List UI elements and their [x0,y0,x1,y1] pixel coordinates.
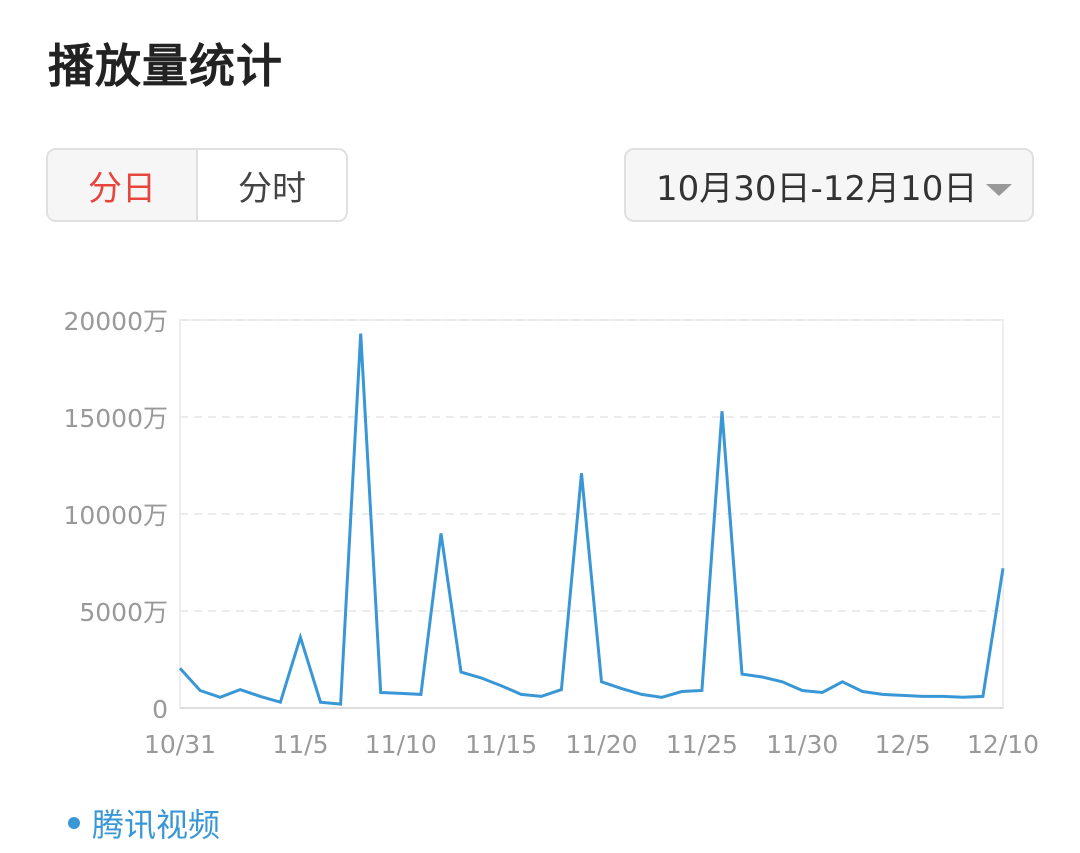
y-tick-label: 5000万 [79,598,168,627]
x-tick-label: 12/10 [967,730,1039,759]
x-tick-label: 11/20 [566,730,638,759]
tab-hourly[interactable]: 分时 [198,150,346,220]
y-tick-label: 20000万 [63,307,168,336]
tab-daily[interactable]: 分日 [48,150,196,220]
toggle-divider [196,150,198,220]
y-tick-label: 0 [152,695,168,724]
y-tick-label: 10000万 [63,501,168,530]
x-tick-label: 10/31 [144,730,216,759]
page-title: 播放量统计 [48,39,283,93]
granularity-toggle: 分日 分时 [46,148,348,222]
series-line-tencent-video [178,333,1005,706]
legend-dot-icon [68,817,80,829]
y-tick-label: 15000万 [63,404,168,433]
x-tick-label: 11/25 [666,730,738,759]
date-range-select[interactable]: 10月30日-12月10日 [624,148,1034,222]
x-tick-label: 11/15 [465,730,537,759]
x-tick-label: 11/5 [272,730,328,759]
x-tick-label: 11/10 [365,730,437,759]
chevron-down-icon [986,184,1012,196]
date-range-value: 10月30日-12月10日 [656,168,978,209]
chart-legend: 腾讯视频 [68,800,220,846]
x-tick-label: 12/5 [875,730,931,759]
legend-label-tencent-video[interactable]: 腾讯视频 [92,806,221,844]
play-count-line-chart: 0 5000万 10000万 15000万 20000万 10/31 11/5 11/10 11… [63,307,1039,759]
x-tick-label: 11/30 [766,730,838,759]
